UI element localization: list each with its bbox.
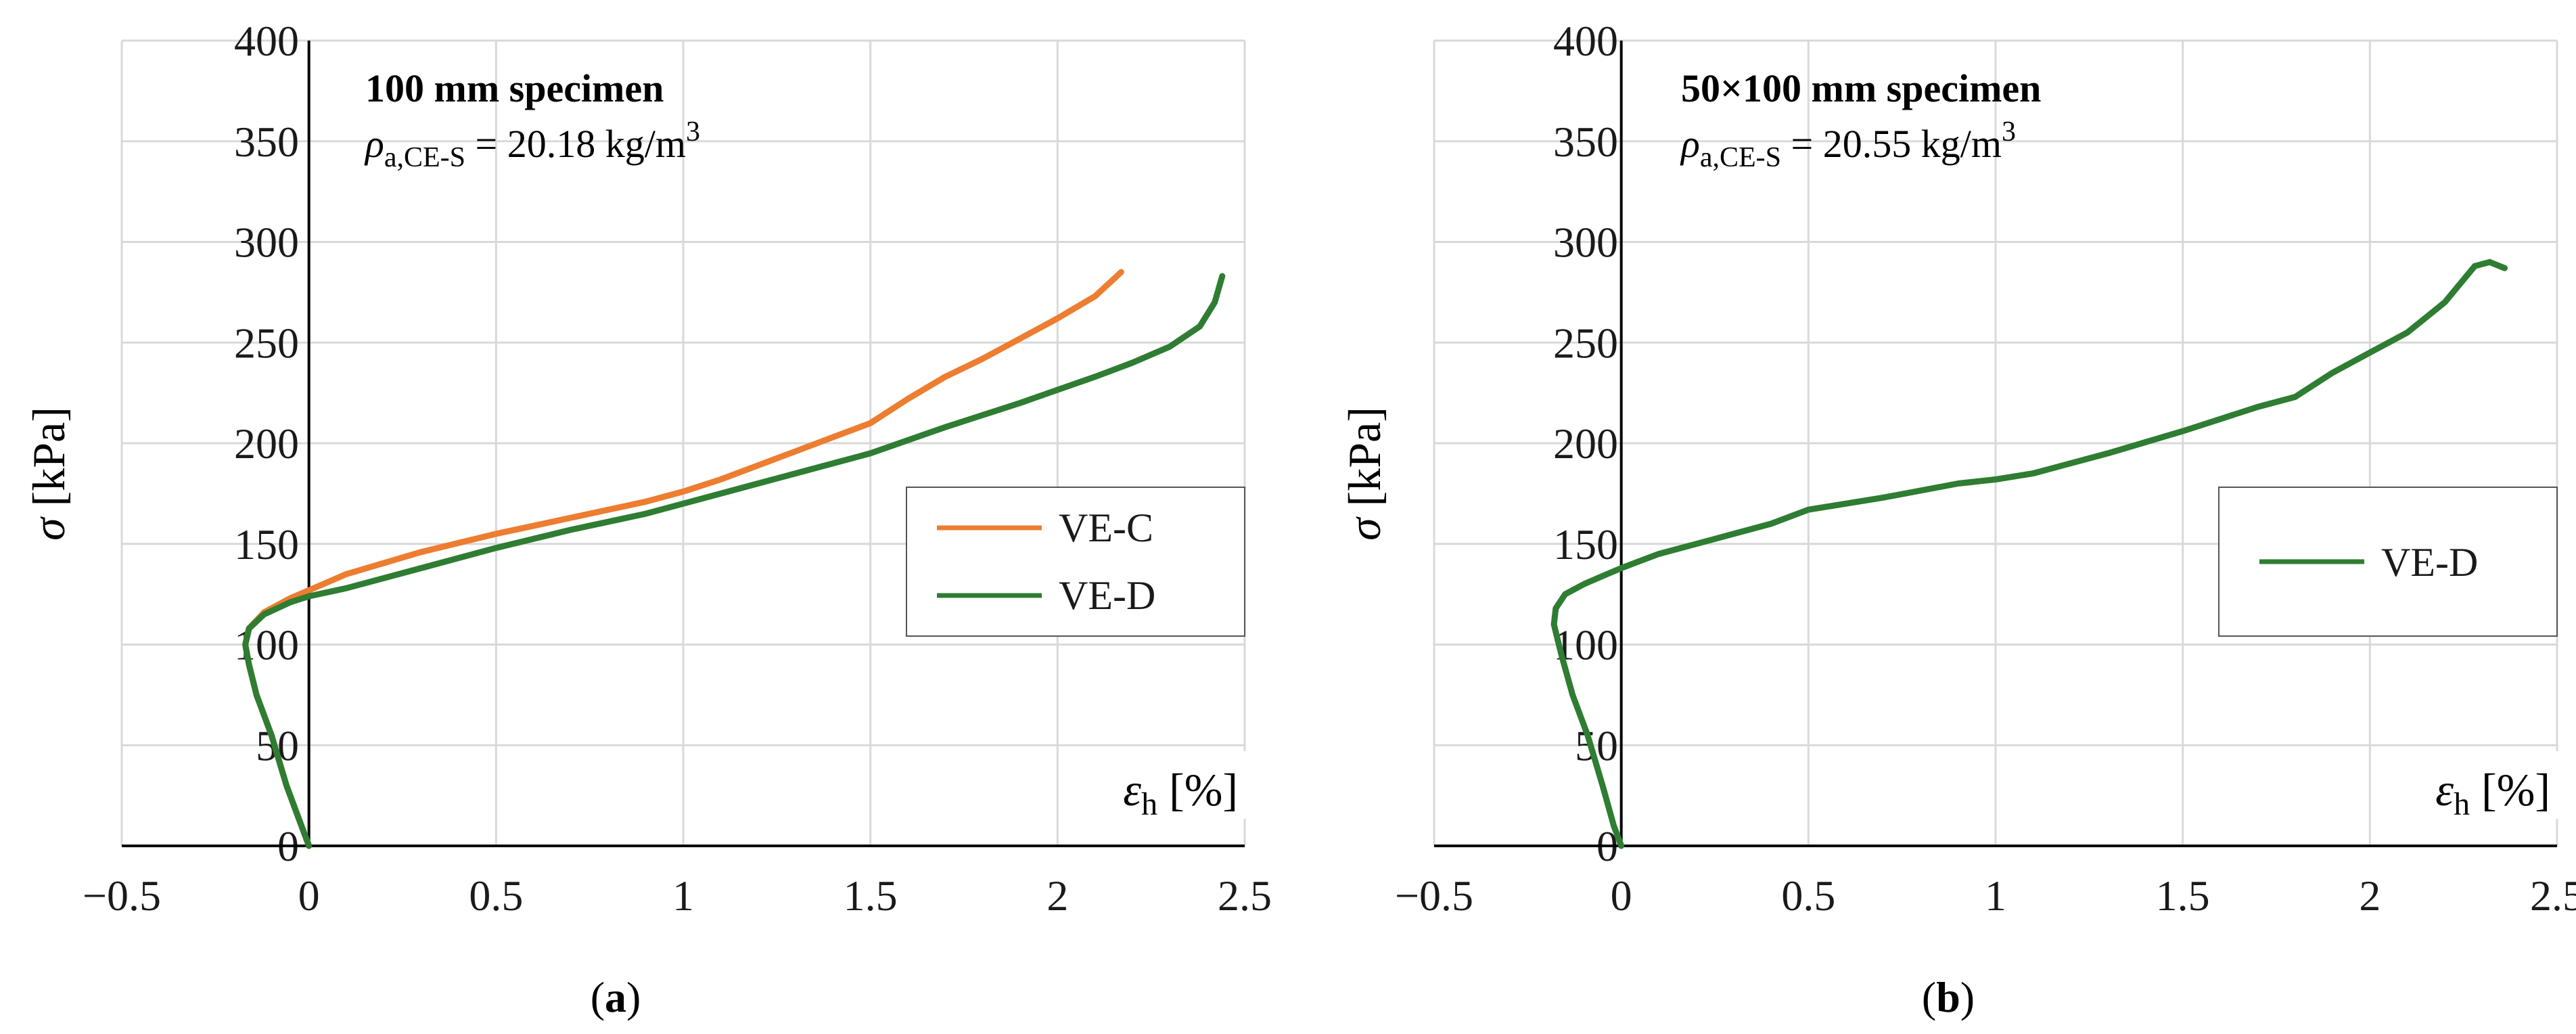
y-axis-title: σ [kPa] <box>23 407 74 541</box>
x-tick-label: 1.5 <box>2156 872 2210 920</box>
x-tick-label: 1 <box>1985 872 2006 920</box>
y-tick-label: 300 <box>1553 219 1618 267</box>
x-axis-title-bg <box>2381 751 2564 819</box>
legend-box <box>906 487 1245 637</box>
density-superscript: 3 <box>686 116 700 148</box>
density-symbol: ρ <box>364 122 384 166</box>
y-tick-label: 400 <box>1553 17 1618 65</box>
x-tick-label: 0 <box>298 872 320 920</box>
density-value: = 20.55 kg/m <box>1781 122 2002 166</box>
y-axis-symbol: σ <box>1339 516 1390 541</box>
x-tick-label: −0.5 <box>1395 872 1473 920</box>
y-axis-symbol: σ <box>23 516 74 541</box>
x-tick-label: 0.5 <box>469 872 523 920</box>
x-axis-subscript: h <box>1141 786 1157 822</box>
y-axis-title: σ [kPa] <box>1339 407 1390 541</box>
x-tick-label: 2.5 <box>2530 872 2576 920</box>
legend-label-ve-d: VE-D <box>1059 573 1155 618</box>
density-value: = 20.18 kg/m <box>465 122 686 166</box>
x-tick-label: 1 <box>672 872 694 920</box>
density-annotation: ρa,CE-S = 20.55 kg/m3 <box>1680 116 2016 173</box>
y-tick-label: 300 <box>234 219 299 267</box>
y-axis-unit: [kPa] <box>23 407 74 518</box>
legend: VE-D <box>2218 487 2558 637</box>
panel-label: (a) <box>591 973 641 1021</box>
y-tick-label: 200 <box>1553 420 1618 468</box>
x-tick-label: −0.5 <box>83 872 161 920</box>
y-tick-label: 250 <box>1553 319 1618 367</box>
x-axis-title: εh [%] <box>2435 764 2550 822</box>
density-subscript: a,CE-S <box>384 142 465 173</box>
y-tick-label: 400 <box>234 17 299 65</box>
y-axis-unit: [kPa] <box>1339 407 1390 518</box>
density-symbol: ρ <box>1680 122 1700 166</box>
x-tick-label: 0.5 <box>1781 872 1835 920</box>
x-tick-label: 2 <box>1046 872 1068 920</box>
density-superscript: 3 <box>2002 116 2016 148</box>
x-axis-title-bg <box>1069 751 1251 819</box>
x-tick-label: 2 <box>2359 872 2380 920</box>
y-tick-label: 150 <box>234 520 299 568</box>
x-axis-symbol: ε <box>2435 764 2454 815</box>
x-tick-label: 1.5 <box>844 872 898 920</box>
y-tick-label: 350 <box>234 118 299 166</box>
series-line-ve-d <box>242 273 1226 849</box>
legend-label-ve-c: VE-C <box>1059 505 1153 550</box>
y-tick-label: 200 <box>234 420 299 468</box>
y-tick-label: 150 <box>1553 520 1618 568</box>
density-subscript: a,CE-S <box>1700 142 1781 173</box>
legend: VE-C VE-D <box>906 487 1245 637</box>
y-tick-label: 350 <box>1553 118 1618 166</box>
x-axis-symbol: ε <box>1123 764 1141 815</box>
x-axis-unit: [%] <box>1157 764 1238 815</box>
annotation-title: 50×100 mm specimen <box>1681 66 2041 110</box>
x-tick-label: 0 <box>1611 872 1632 920</box>
data-series <box>1550 258 2508 849</box>
series-line-ve-d <box>1550 258 2508 849</box>
y-tick-label: 250 <box>234 319 299 367</box>
x-axis-unit: [%] <box>2470 764 2550 815</box>
panel-label: (b) <box>1922 973 1975 1021</box>
legend-label-ve-d: VE-D <box>2381 540 2478 585</box>
data-series <box>242 269 1226 849</box>
x-axis-title: εh [%] <box>1123 764 1238 822</box>
x-axis-subscript: h <box>2454 786 2470 822</box>
annotation-title: 100 mm specimen <box>365 66 664 110</box>
x-tick-label: 2.5 <box>1218 872 1272 920</box>
density-annotation: ρa,CE-S = 20.18 kg/m3 <box>364 116 700 173</box>
